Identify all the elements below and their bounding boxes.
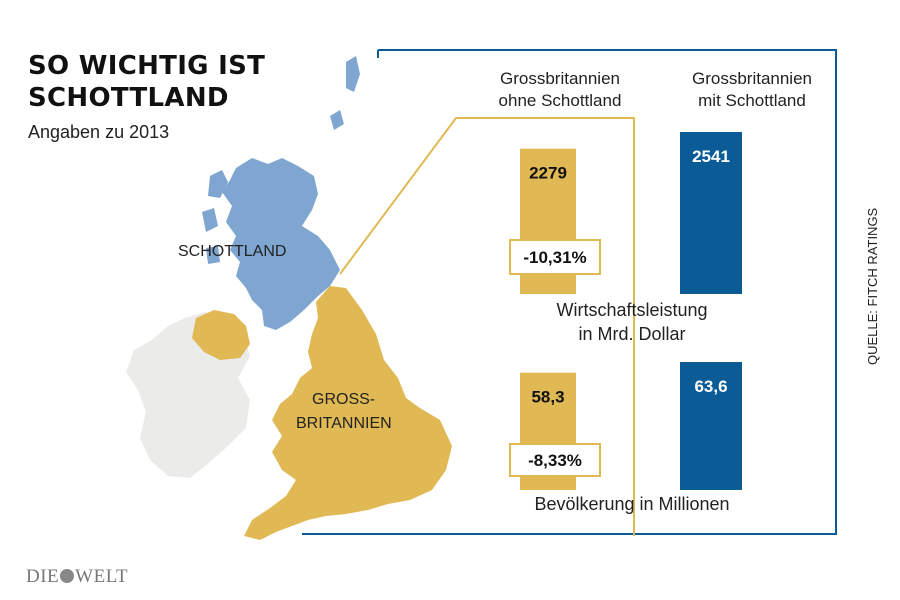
- change-box-0: [509, 239, 601, 275]
- globe-icon: [60, 569, 75, 583]
- scotland-label: SCHOTTLAND: [178, 243, 286, 260]
- change-box-1: [509, 443, 601, 477]
- northern-ireland-shape: [192, 310, 250, 360]
- bar-value-0-1: 2541: [692, 147, 730, 166]
- panel-title-1-0: Bevölkerung in Millionen: [534, 494, 729, 514]
- column-header-2-line1: Grossbritannien: [692, 69, 812, 88]
- logo-right: WELT: [75, 566, 129, 587]
- column-header-1-line2: ohne Schottland: [499, 91, 622, 110]
- die-welt-logo: DIE WELT: [26, 566, 128, 588]
- chart-subtitle: Angaben zu 2013: [28, 122, 170, 142]
- gb-label-line2: BRITANNIEN: [296, 415, 392, 432]
- chart-frame: [302, 49, 837, 535]
- panel-title-0-1: in Mrd. Dollar: [578, 324, 685, 344]
- gb-label-line1: GROSS-: [312, 391, 375, 408]
- change-label-1: -8,33%: [528, 451, 582, 470]
- scotland-shape: [222, 158, 340, 330]
- column-header-1-line1: Grossbritannien: [500, 69, 620, 88]
- bar-value-1-1: 63,6: [694, 377, 727, 396]
- bar-value-0-0: 2279: [529, 164, 567, 183]
- source-note: QUELLE: FITCH RATINGS: [865, 207, 880, 365]
- panel-title-0-0: Wirtschaftsleistung: [556, 300, 707, 320]
- bar-0-1: [680, 132, 742, 294]
- bar-value-1-0: 58,3: [531, 388, 564, 407]
- change-label-0: -10,31%: [523, 248, 586, 267]
- great-britain-shape: [244, 286, 452, 540]
- connector-line: [339, 117, 635, 536]
- column-header-2-line2: mit Schottland: [698, 91, 806, 110]
- logo-left: DIE: [26, 566, 60, 587]
- bar-1-1: [680, 362, 742, 490]
- chart-title: SO WICHTIG IST SCHOTTLAND: [28, 51, 266, 113]
